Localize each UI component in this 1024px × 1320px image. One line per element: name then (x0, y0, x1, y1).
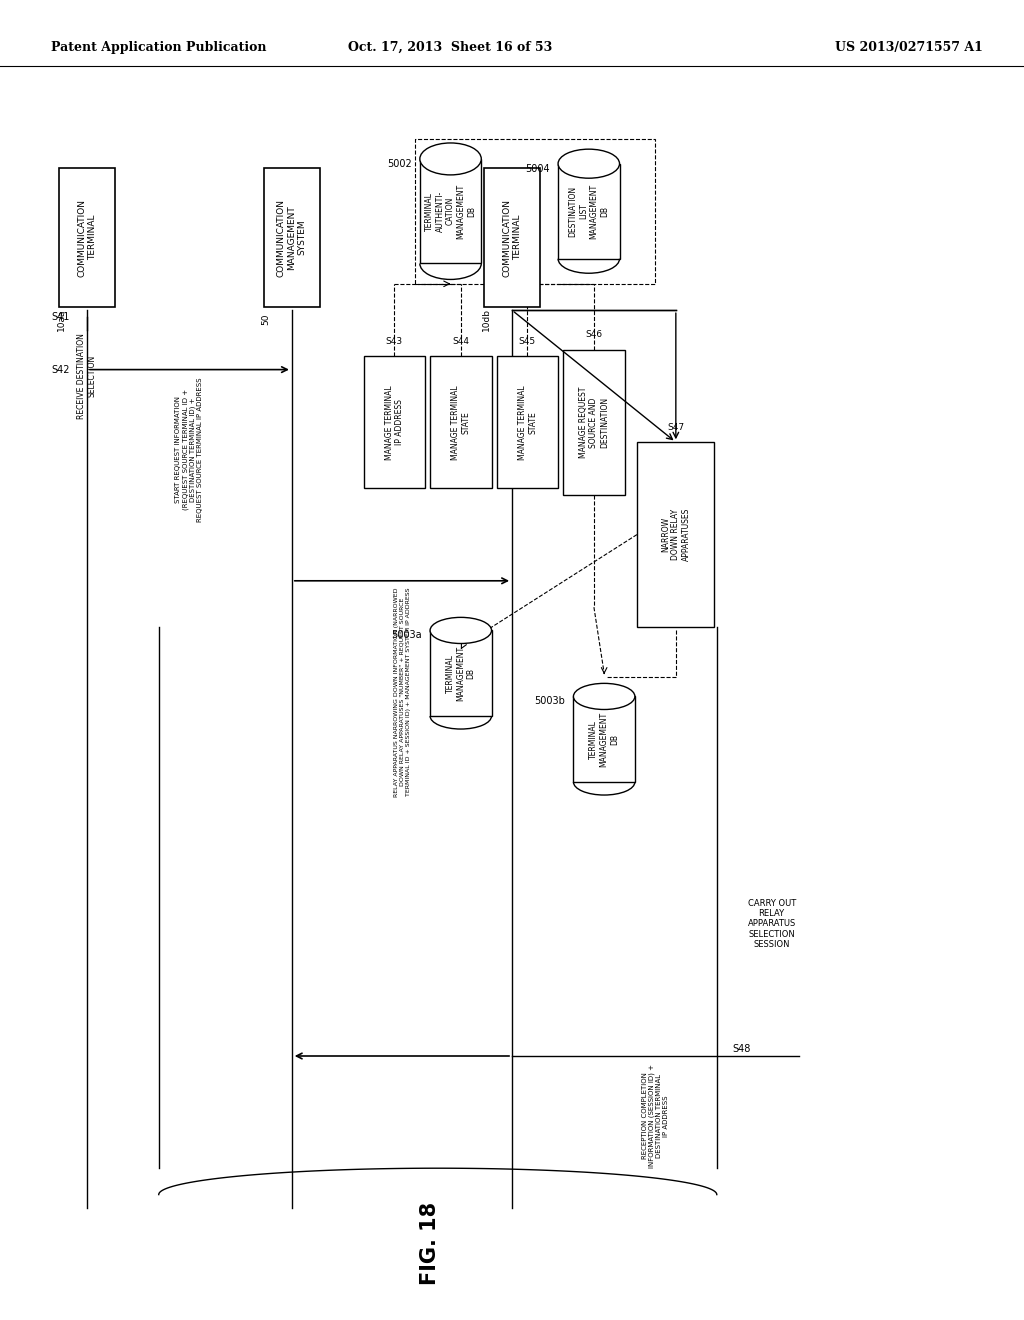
FancyBboxPatch shape (364, 356, 425, 488)
Text: 10aa: 10aa (57, 308, 66, 331)
FancyBboxPatch shape (563, 350, 625, 495)
FancyBboxPatch shape (573, 697, 635, 781)
Text: S48: S48 (732, 1044, 751, 1055)
FancyBboxPatch shape (420, 158, 481, 264)
Text: S41: S41 (51, 312, 70, 322)
Text: S43: S43 (386, 337, 402, 346)
Text: TERMINAL
MANAGEMENT
DB: TERMINAL MANAGEMENT DB (589, 711, 620, 767)
Text: 5003a: 5003a (391, 631, 422, 640)
Text: COMMUNICATION
TERMINAL: COMMUNICATION TERMINAL (503, 198, 521, 277)
Text: TERMINAL
AUTHENTI-
CATION
MANAGEMENT
DB: TERMINAL AUTHENTI- CATION MANAGEMENT DB (425, 183, 476, 239)
Text: S46: S46 (586, 330, 602, 339)
Ellipse shape (558, 149, 620, 178)
Text: 10db: 10db (482, 308, 490, 331)
Text: RELAY APPARATUS NARROWING DOWN INFORMATION (NARROWED
DOWN RELAY APPARATUSES "NUM: RELAY APPARATUS NARROWING DOWN INFORMATI… (394, 587, 411, 797)
Text: S45: S45 (519, 337, 536, 346)
Text: DESTINATION
LIST
MANAGEMENT
DB: DESTINATION LIST MANAGEMENT DB (568, 183, 609, 239)
Text: 5002: 5002 (387, 158, 412, 169)
Text: 50: 50 (262, 314, 270, 325)
Text: START REQUEST INFORMATION
(REQUEST SOURCE TERMINAL ID +
DESTINATION TERMINAL ID): START REQUEST INFORMATION (REQUEST SOURC… (175, 378, 204, 521)
FancyBboxPatch shape (637, 442, 715, 627)
Text: 5004: 5004 (525, 164, 550, 174)
Text: RECEIVE DESTINATION
SELECTION: RECEIVE DESTINATION SELECTION (78, 333, 96, 418)
Text: US 2013/0271557 A1: US 2013/0271557 A1 (836, 41, 983, 54)
FancyBboxPatch shape (263, 169, 319, 308)
Text: MANAGE TERMINAL
STATE: MANAGE TERMINAL STATE (518, 385, 537, 459)
FancyBboxPatch shape (497, 356, 558, 488)
Text: MANAGE REQUEST
SOURCE AND
DESTINATION: MANAGE REQUEST SOURCE AND DESTINATION (579, 387, 609, 458)
Text: Oct. 17, 2013  Sheet 16 of 53: Oct. 17, 2013 Sheet 16 of 53 (348, 41, 553, 54)
Text: S42: S42 (51, 364, 70, 375)
Text: 5003b: 5003b (535, 697, 565, 706)
Text: RECEPTION COMPLETION
INFORMATION (SESSION ID) +
DESTINATION TERMINAL
IP ADDRESS: RECEPTION COMPLETION INFORMATION (SESSIO… (642, 1064, 669, 1168)
FancyBboxPatch shape (558, 164, 620, 259)
Text: NARROW
DOWN RELAY
APPARATUSES: NARROW DOWN RELAY APPARATUSES (660, 508, 691, 561)
Ellipse shape (430, 618, 492, 644)
Text: S44: S44 (453, 337, 469, 346)
Text: Patent Application Publication: Patent Application Publication (51, 41, 266, 54)
Text: MANAGE TERMINAL
STATE: MANAGE TERMINAL STATE (452, 385, 470, 459)
Text: CARRY OUT
RELAY
APPARATUS
SELECTION
SESSION: CARRY OUT RELAY APPARATUS SELECTION SESS… (748, 899, 796, 949)
Text: COMMUNICATION
MANAGEMENT
SYSTEM: COMMUNICATION MANAGEMENT SYSTEM (276, 198, 307, 277)
FancyBboxPatch shape (59, 169, 116, 308)
Text: TERMINAL
MANAGEMENT
DB: TERMINAL MANAGEMENT DB (445, 645, 476, 701)
Text: COMMUNICATION
TERMINAL: COMMUNICATION TERMINAL (78, 198, 96, 277)
FancyBboxPatch shape (483, 169, 541, 308)
Text: MANAGE TERMINAL
IP ADDRESS: MANAGE TERMINAL IP ADDRESS (385, 385, 403, 459)
Text: S47: S47 (668, 422, 684, 432)
FancyBboxPatch shape (430, 356, 492, 488)
Ellipse shape (420, 143, 481, 176)
Text: FIG. 18: FIG. 18 (420, 1203, 440, 1284)
Ellipse shape (573, 684, 635, 710)
FancyBboxPatch shape (430, 631, 492, 715)
